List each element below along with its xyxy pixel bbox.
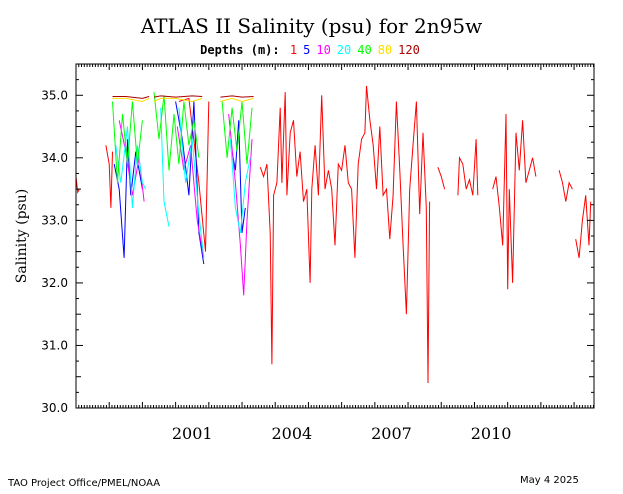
- series-5-segment-1: [175, 101, 205, 265]
- legend-entry-20: 20: [336, 43, 352, 57]
- y-tick-label: 33.0: [41, 213, 68, 227]
- y-tick-label: 30.0: [41, 401, 68, 415]
- series-5-segment-0: [113, 139, 143, 258]
- series-1-segment-1: [105, 145, 113, 208]
- legend-entry-5: 5: [303, 43, 311, 57]
- legend-items: 1 5 10 20 40 80 120: [287, 43, 423, 57]
- series-1-segment-5: [457, 139, 479, 196]
- legend-entry-40: 40: [357, 43, 372, 57]
- series-20-segment-0: [115, 126, 147, 208]
- series-80-segment-2: [220, 97, 254, 103]
- series-1-segment-2: [178, 97, 210, 252]
- series-40-segment-0: [112, 101, 143, 183]
- legend-entry-10: 10: [316, 43, 331, 57]
- y-tick-label: 35.0: [41, 88, 68, 102]
- tick-layer: [75, 63, 594, 409]
- depth-legend: Depths (m): 1 5 10 20 40 80 120: [0, 43, 623, 57]
- legend-entry-120: 120: [398, 43, 420, 57]
- legend-entry-1: 1: [289, 43, 298, 57]
- series-80-segment-0: [112, 97, 150, 103]
- series-layer: [75, 85, 592, 384]
- series-1-segment-4: [437, 167, 446, 190]
- footer-credit: TAO Project Office/PMEL/NOAA: [8, 478, 161, 489]
- series-5-segment-2: [231, 120, 246, 233]
- series-1-segment-8: [575, 195, 592, 258]
- x-tick-label: 2001: [172, 424, 213, 443]
- series-120-segment-0: [112, 96, 150, 99]
- y-tick-label: 31.0: [41, 338, 68, 352]
- x-tick-label: 2007: [371, 424, 412, 443]
- series-20-segment-1: [160, 107, 170, 227]
- chart-title: ATLAS II Salinity (psu) for 2n95w: [140, 14, 483, 38]
- x-tick-label: 2010: [471, 424, 512, 443]
- legend-entry-80: 80: [377, 43, 393, 57]
- legend-label: Depths (m):: [200, 43, 280, 57]
- series-10-segment-2: [228, 113, 253, 296]
- series-1-segment-3: [259, 85, 431, 384]
- series-20-segment-2: [178, 107, 205, 258]
- footer-date: May 4 2025: [520, 475, 579, 486]
- label-layer: 30.0 31.0 32.0 33.0 34.0 35.0 2001 2004 2007 2010: [41, 88, 511, 443]
- series-120-segment-2: [220, 95, 254, 98]
- series-10-segment-1: [176, 126, 205, 258]
- series-40-segment-2: [221, 101, 253, 165]
- y-tick-label: 32.0: [41, 276, 68, 290]
- y-tick-label: 34.0: [41, 151, 68, 165]
- series-1-segment-7: [558, 170, 573, 202]
- series-80-segment-1: [153, 97, 203, 103]
- series-20-segment-3: [229, 139, 251, 233]
- series-120-segment-1: [153, 95, 203, 98]
- series-1-segment-6: [492, 113, 537, 290]
- x-tick-label: 2004: [271, 424, 312, 443]
- y-axis-label: Salinity (psu): [14, 189, 30, 283]
- series-40-segment-1: [153, 92, 200, 171]
- series-1-segment-0: [75, 176, 80, 194]
